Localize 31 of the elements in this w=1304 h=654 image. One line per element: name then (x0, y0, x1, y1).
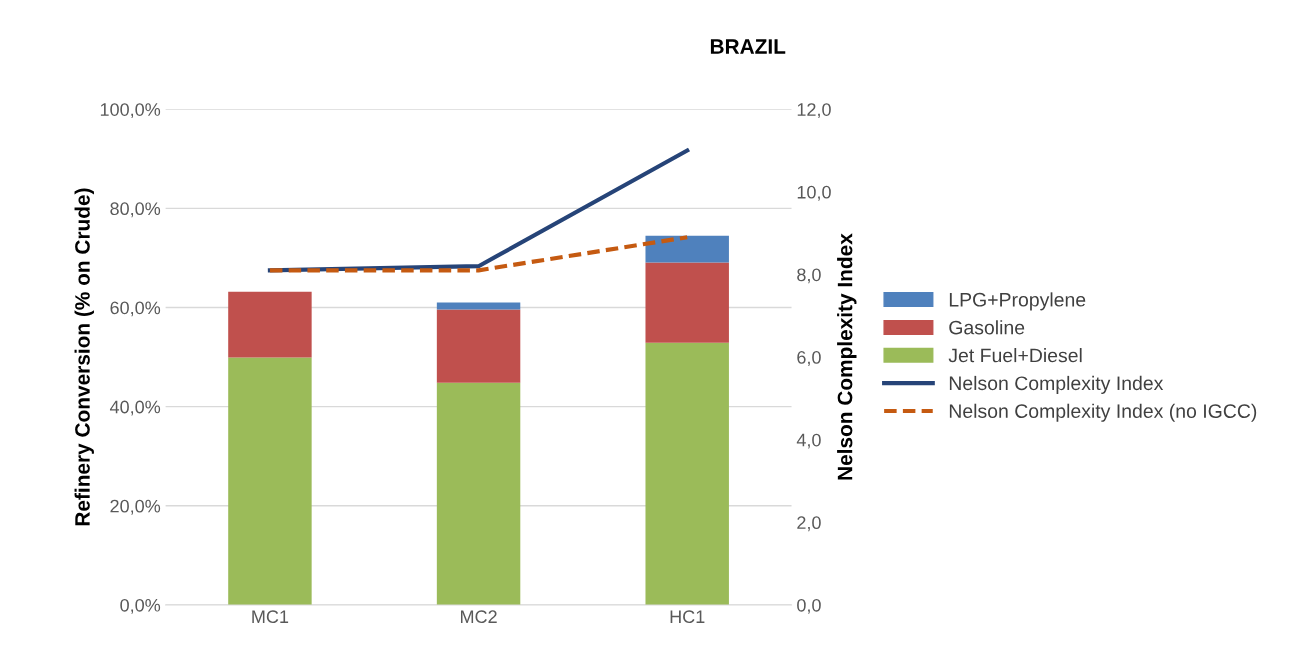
chart-title: BRAZIL (710, 39, 786, 54)
bar (645, 342, 729, 605)
y-tick-label: 60,0% (110, 301, 161, 317)
y2-tick-label: 0,0 (797, 598, 821, 614)
y2-tick-label: 6,0 (797, 351, 821, 366)
y2-tick-label: 2,0 (797, 516, 821, 532)
y-tick-label: 20,0% (110, 499, 161, 515)
bar (645, 262, 729, 343)
y-tick-label: 40,0% (109, 400, 161, 416)
legend-label: Jet Fuel+Diesel (948, 348, 1082, 363)
legend-label: LPG+Propylene (949, 292, 1086, 311)
legend-label: Nelson Complexity Index (949, 375, 1164, 394)
legend-label: Nelson Complexity Index (no IGCC) (949, 403, 1257, 422)
y-tick-label: 80,0% (110, 202, 161, 218)
y-tick-label: 100,0% (100, 103, 161, 119)
y2-tick-label: 12,0 (797, 103, 831, 119)
bar (436, 382, 521, 605)
legend-label: Gasoline (949, 320, 1025, 335)
x-tick-label: HC1 (670, 610, 705, 624)
y2-tick-label: 8,0 (797, 268, 821, 284)
bar (645, 235, 729, 263)
x-tick-label: MC2 (460, 610, 497, 624)
bar (228, 357, 312, 605)
y2-tick-label: 4,0 (796, 433, 821, 449)
bar (228, 291, 312, 358)
bar (436, 309, 521, 383)
y2-axis-title: Nelson Complexity Index (837, 233, 857, 480)
y-axis-title: Refinery Conversion (% on Crude) (74, 188, 94, 526)
x-tick-label: MC1 (252, 610, 289, 624)
y2-tick-label: 10,0 (797, 185, 831, 201)
y-tick-label: 0,0% (120, 598, 161, 614)
